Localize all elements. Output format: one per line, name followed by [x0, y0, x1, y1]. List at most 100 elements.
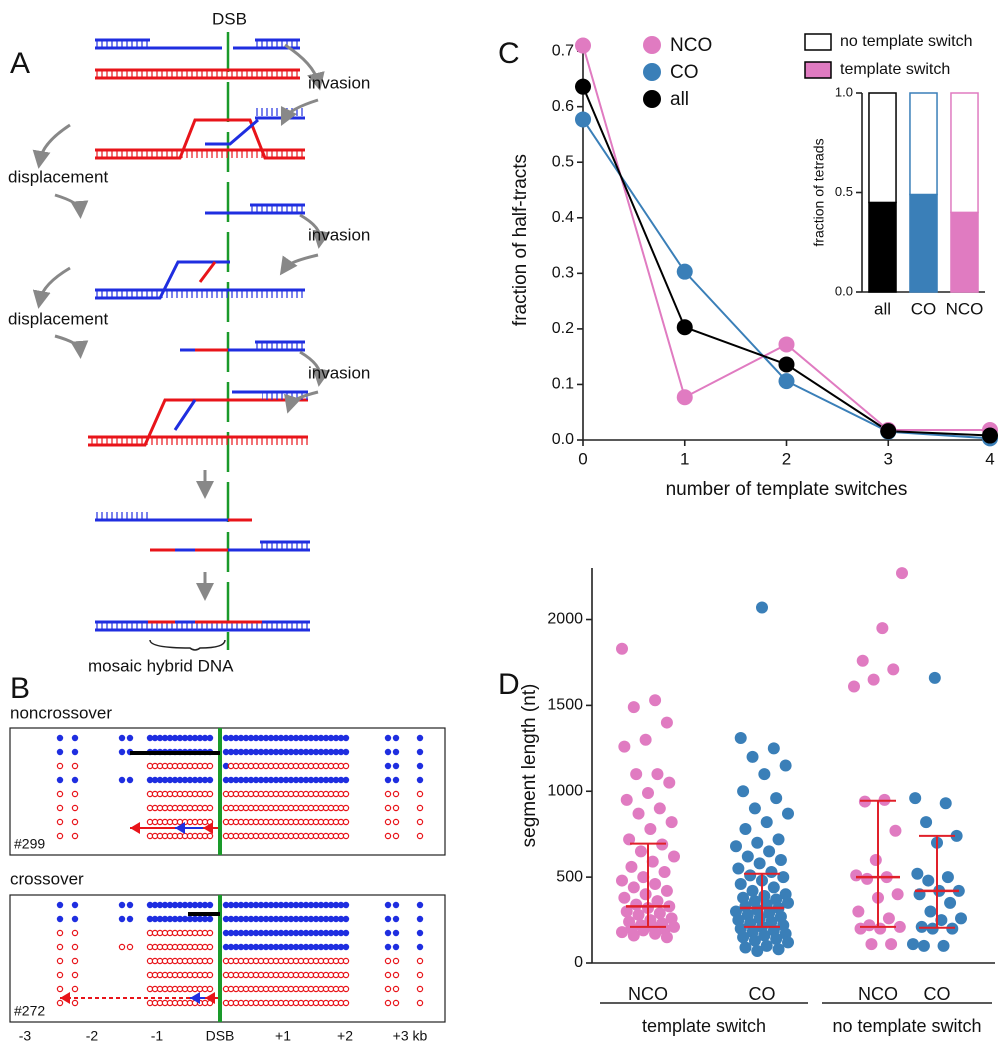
- snp-marker: [71, 832, 79, 840]
- dna-strand: [198, 261, 217, 283]
- x-tick-label: NCO: [858, 984, 898, 1004]
- data-point: [618, 740, 631, 753]
- data-point: [751, 944, 764, 957]
- base-pairs: [95, 39, 150, 47]
- x-tick-label: CO: [924, 984, 951, 1004]
- data-point: [630, 768, 643, 781]
- data-point: [756, 601, 768, 614]
- data-point: [649, 927, 662, 940]
- snp-marker: [416, 957, 424, 965]
- panel-letter: B: [10, 672, 30, 705]
- y-tick-label: 0.6: [552, 98, 574, 115]
- snp-marker: [342, 971, 350, 979]
- y-tick-label: 0.2: [552, 320, 574, 337]
- x-tick-label: all: [874, 299, 891, 318]
- snp-marker: [56, 943, 64, 951]
- event-id: #272: [14, 1003, 45, 1019]
- snp-marker: [392, 790, 400, 798]
- legend-swatch: [804, 33, 832, 51]
- data-point: [982, 427, 998, 444]
- data-point: [625, 860, 638, 873]
- flow-arrow: [299, 213, 331, 249]
- flow-arrow: [284, 390, 319, 414]
- data-point: [920, 816, 933, 829]
- snp-marker: [56, 804, 64, 812]
- data-point: [758, 768, 771, 781]
- snp-marker: [71, 957, 79, 965]
- data-point: [751, 836, 764, 849]
- snp-marker: [384, 818, 392, 826]
- tract-bar: [130, 751, 220, 755]
- snp-marker: [71, 943, 79, 951]
- x-tick-label: 0: [578, 449, 587, 468]
- flow-arrow: [54, 334, 89, 359]
- legend-label: no template switch: [840, 33, 973, 50]
- data-point: [734, 732, 747, 745]
- flow-arrow: [54, 193, 89, 219]
- data-point: [665, 816, 678, 829]
- snp-marker: [392, 901, 400, 909]
- snp-marker: [342, 915, 350, 923]
- data-point: [651, 895, 664, 908]
- data-point: [737, 931, 750, 944]
- snp-marker: [416, 915, 424, 923]
- snp-marker: [416, 748, 424, 756]
- data-point: [616, 874, 628, 887]
- x-tick-label: NCO: [628, 984, 668, 1004]
- flow-arrow: [284, 43, 325, 91]
- snp-marker: [392, 748, 400, 756]
- snp-marker: [118, 943, 126, 951]
- mosaic-label: mosaic hybrid DNA: [88, 656, 234, 675]
- snp-marker: [342, 957, 350, 965]
- snp-marker: [126, 776, 134, 784]
- y-tick-label: 0.5: [835, 184, 853, 199]
- data-point: [642, 786, 654, 799]
- data-point: [660, 716, 673, 729]
- snp-marker: [384, 957, 392, 965]
- y-tick-label: 500: [556, 868, 583, 885]
- snp-marker: [392, 832, 400, 840]
- y-tick-label: 0.5: [552, 153, 574, 170]
- data-point: [861, 872, 874, 885]
- snp-marker: [384, 999, 392, 1007]
- data-point: [867, 673, 880, 686]
- data-point: [741, 850, 754, 863]
- x-tick-label: 4: [985, 449, 994, 468]
- data-point: [950, 829, 963, 842]
- data-point: [778, 356, 795, 373]
- snp-marker: [416, 804, 424, 812]
- data-point: [893, 920, 906, 933]
- bar-segment: [868, 201, 897, 293]
- snp-marker: [416, 985, 424, 993]
- step-label: displacement: [8, 309, 108, 328]
- snp-marker: [118, 734, 126, 742]
- data-point: [937, 939, 950, 952]
- data-point: [854, 922, 867, 935]
- snp-marker: [342, 999, 350, 1007]
- snp-marker: [392, 957, 400, 965]
- snp-marker: [206, 915, 214, 923]
- base-pairs: [88, 437, 308, 445]
- x-tick-label: -2: [86, 1028, 99, 1044]
- snp-marker: [71, 790, 79, 798]
- dsb-label: DSB: [212, 9, 247, 28]
- base-pairs: [255, 342, 305, 350]
- data-point: [639, 888, 652, 901]
- flow-arrow: [32, 266, 71, 309]
- data-point: [765, 865, 778, 878]
- snp-marker: [342, 901, 350, 909]
- data-point: [889, 824, 902, 837]
- snp-marker: [56, 999, 64, 1007]
- data-point: [653, 802, 666, 815]
- group-label: no template switch: [832, 1016, 981, 1036]
- tract-box: [9, 894, 446, 1023]
- y-tick-label: 1.0: [835, 84, 853, 99]
- data-point: [748, 802, 761, 815]
- snp-marker: [56, 832, 64, 840]
- data-point: [660, 884, 673, 897]
- snp-marker: [56, 971, 64, 979]
- snp-marker: [71, 818, 79, 826]
- snp-marker: [392, 929, 400, 937]
- snp-marker: [118, 901, 126, 909]
